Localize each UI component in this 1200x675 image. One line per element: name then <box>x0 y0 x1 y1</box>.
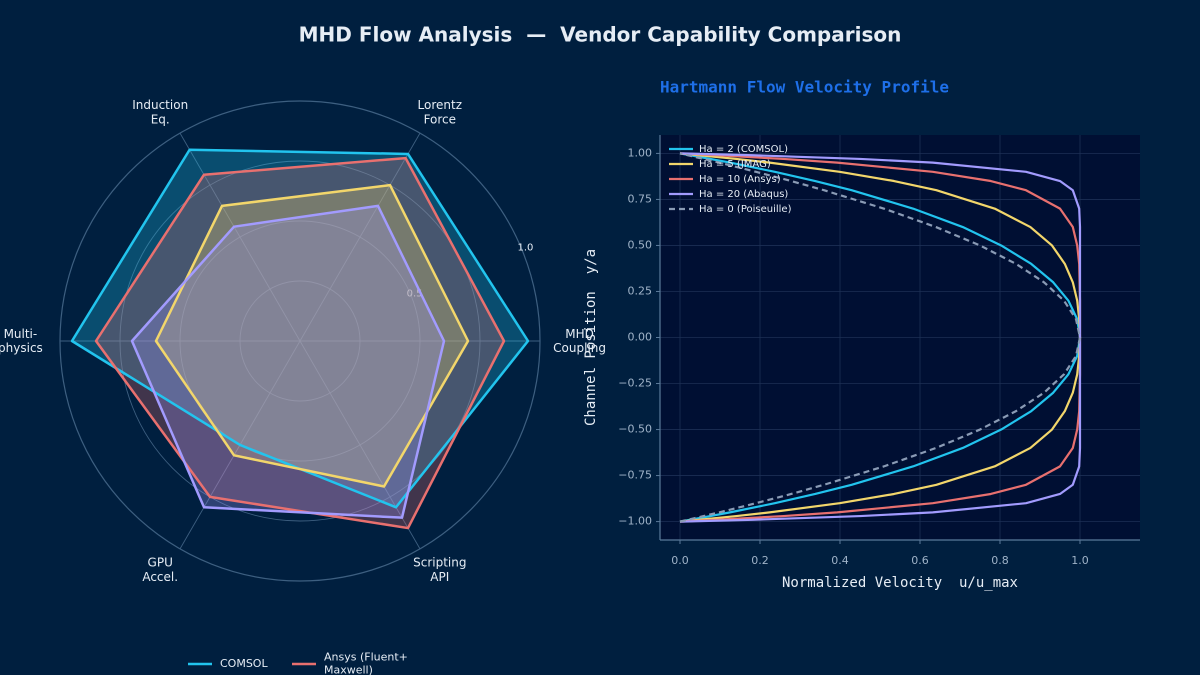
x-tick-label: 0.8 <box>991 554 1009 567</box>
legend-label: Ha = 20 (Abaqus) <box>699 189 788 200</box>
y-tick-label: 0.00 <box>628 331 653 344</box>
legend-label: COMSOL <box>220 657 268 670</box>
axis-category-label: Scripting API <box>413 555 466 583</box>
legend-label: Ha = 0 (Poiseuille) <box>699 204 792 215</box>
legend-label: Ansys (Fluent+ Maxwell) <box>324 650 408 675</box>
series-line <box>679 152 1082 523</box>
series-area <box>72 149 528 508</box>
series-outline <box>94 156 506 530</box>
axis-category-label: Lorentz Force <box>418 98 462 126</box>
radial-tick-label: 0.5 <box>407 289 423 300</box>
series-line <box>679 152 1082 523</box>
series-outline <box>154 183 470 488</box>
x-tick-label: 1.0 <box>1071 554 1089 567</box>
y-tick-label: 0.25 <box>628 284 653 297</box>
y-tick-label: −1.00 <box>618 515 652 528</box>
x-tick-label: 0.4 <box>831 554 849 567</box>
y-axis-label: Channel Position y/a <box>583 249 599 426</box>
series-outline <box>130 204 446 519</box>
axis-category-label: GPU Accel. <box>142 555 178 583</box>
spoke <box>299 132 421 342</box>
legend-label: Ha = 10 (Ansys) <box>699 174 781 185</box>
series-area <box>156 185 468 487</box>
figure-title: MHD Flow Analysis — Vendor Capability Co… <box>299 23 902 47</box>
axis-category-label: Multi-physics <box>0 326 43 354</box>
y-tick-label: −0.75 <box>618 469 652 482</box>
series-area <box>132 205 444 518</box>
spoke <box>179 132 301 342</box>
radial-tick-label: 1.0 <box>517 243 533 254</box>
x-axis-label: Normalized Velocity u/u_max <box>782 575 1018 591</box>
x-tick-label: 0.0 <box>671 554 689 567</box>
y-tick-label: −0.25 <box>618 377 652 390</box>
y-tick-label: 0.50 <box>628 238 653 251</box>
y-tick-label: 0.75 <box>628 192 653 205</box>
axis-category-label: Induction Eq. <box>132 98 188 126</box>
legend-label: Ha = 5 (JMAG) <box>699 159 771 170</box>
spoke <box>299 340 421 550</box>
chart-title: Hartmann Flow Velocity Profile <box>660 78 949 97</box>
series-outline <box>70 148 530 509</box>
x-tick-label: 0.2 <box>751 554 769 567</box>
legend-label: Ha = 2 (COMSOL) <box>699 144 788 155</box>
y-tick-label: −0.50 <box>618 423 652 436</box>
series-area <box>96 158 504 529</box>
x-tick-label: 0.6 <box>911 554 929 567</box>
axis-category-label: MHD Coupling <box>553 326 606 354</box>
y-tick-label: 1.00 <box>628 146 653 159</box>
